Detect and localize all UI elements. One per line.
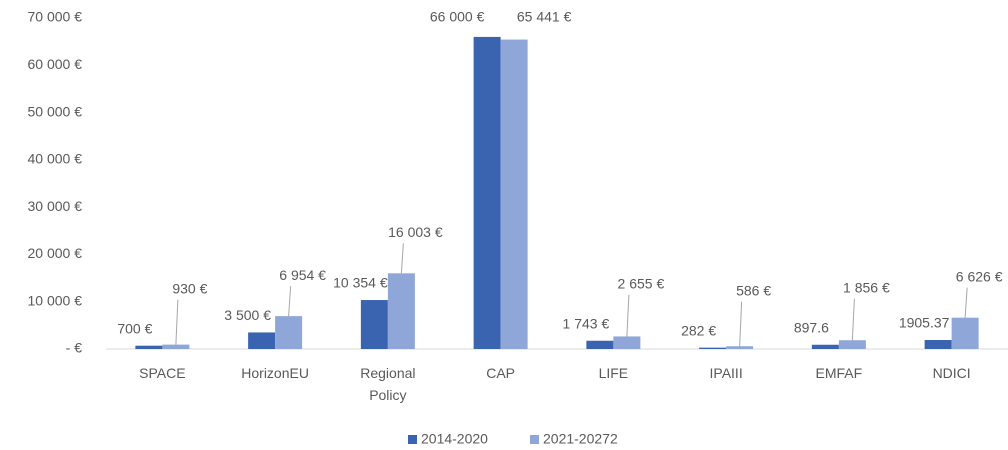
bar: [951, 317, 979, 349]
bar: [613, 336, 641, 349]
leader-line: [288, 286, 292, 317]
y-tick-label: 30 000 €: [28, 198, 83, 214]
data-label: 700 €: [117, 320, 152, 336]
legend-label: 2021-20272: [543, 431, 618, 447]
x-tick-label: Regional Policy: [360, 365, 416, 403]
bar: [248, 332, 276, 349]
legend-swatch: [408, 435, 417, 444]
data-label: 897.6: [794, 319, 829, 335]
bar: [699, 347, 727, 349]
data-label: 65 441 €: [517, 9, 572, 25]
legend-swatch: [530, 435, 539, 444]
y-tick-label: 20 000 €: [28, 245, 83, 261]
legend-label: 2014-2020: [421, 431, 488, 447]
data-label: 1 856 €: [843, 279, 890, 295]
leader-line: [739, 301, 743, 347]
data-label: 66 000 €: [430, 9, 485, 25]
y-tick-label: - €: [66, 340, 83, 356]
leader-line: [175, 299, 179, 345]
data-label: 282 €: [681, 322, 716, 338]
data-label: 1905.37: [899, 315, 950, 331]
bar: [135, 345, 163, 349]
data-label: 930 €: [172, 280, 207, 296]
leader-line: [400, 243, 404, 274]
data-label: 586 €: [736, 282, 771, 298]
data-label: 1 743 €: [563, 315, 610, 331]
bar: [811, 344, 839, 349]
data-label: 2 655 €: [618, 275, 665, 291]
bar: [838, 340, 866, 349]
x-tick-label: IPAIII: [709, 365, 743, 381]
leader-line: [851, 298, 855, 341]
bar: [726, 346, 754, 349]
bar: [387, 273, 415, 349]
data-label: 16 003 €: [388, 224, 443, 240]
data-label: 3 500 €: [224, 307, 271, 323]
data-label: 10 354 €: [333, 275, 388, 291]
leader-line: [626, 294, 630, 337]
y-tick-label: 40 000 €: [28, 151, 83, 167]
x-tick-label: CAP: [486, 365, 516, 381]
bar: [586, 340, 614, 349]
x-tick-label: SPACE: [139, 365, 186, 381]
y-tick-label: 10 000 €: [28, 292, 83, 308]
x-tick-label: EMFAF: [815, 365, 863, 381]
bar: [924, 339, 952, 349]
data-label: 6 954 €: [279, 267, 326, 283]
bar: [275, 316, 303, 349]
leader-line: [964, 287, 968, 318]
bar: [500, 39, 528, 349]
data-label: 6 626 €: [956, 268, 1003, 284]
bar: [473, 36, 501, 350]
bar: [360, 300, 388, 349]
y-tick-label: 60 000 €: [28, 56, 83, 72]
x-tick-label: NDICI: [932, 365, 971, 381]
x-tick-label: LIFE: [598, 365, 629, 381]
bar: [162, 344, 190, 349]
x-tick-label: HorizonEU: [241, 365, 309, 381]
y-tick-label: 50 000 €: [28, 103, 83, 119]
y-tick-label: 70 000 €: [28, 9, 83, 25]
